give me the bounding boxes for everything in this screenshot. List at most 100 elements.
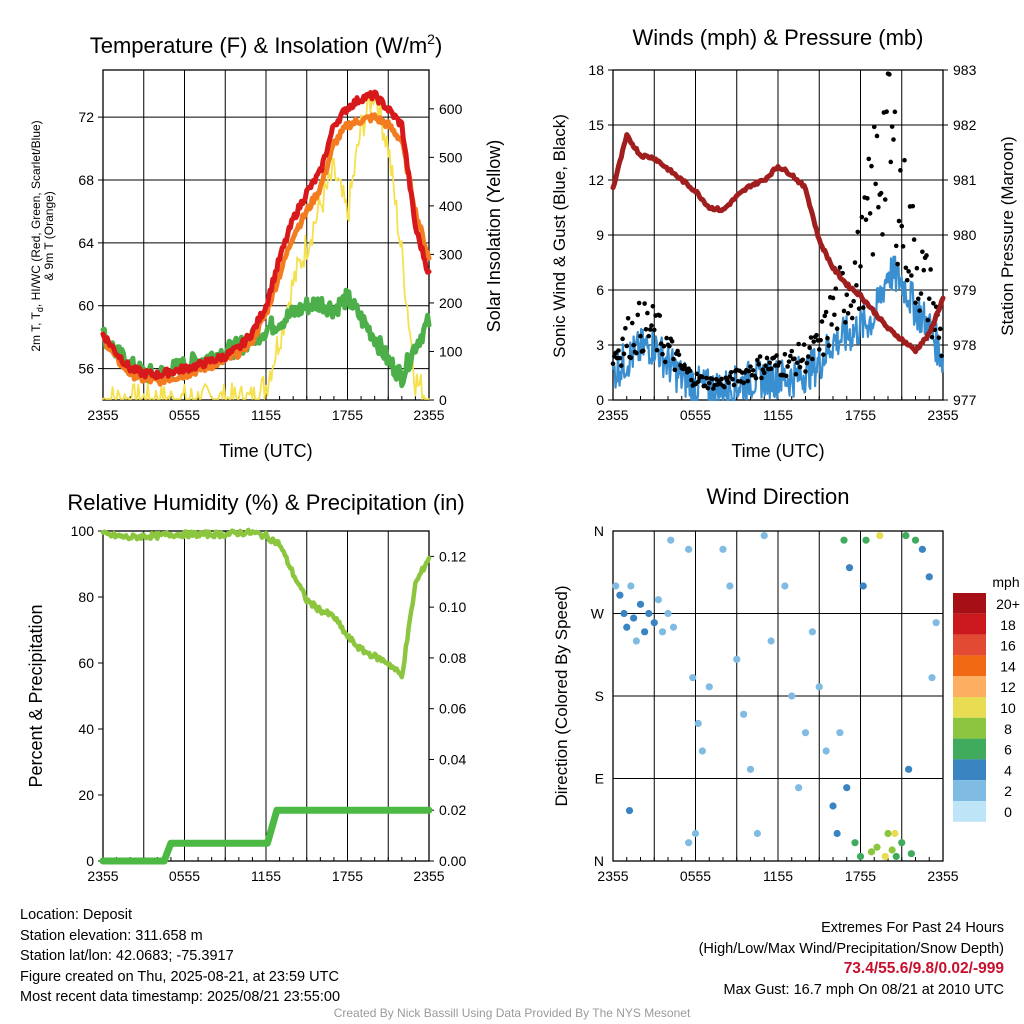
gust-point	[889, 124, 895, 129]
direction-point	[829, 802, 837, 810]
speed-legend: mph 20+ 18 16 14 12 10 8 6 4 2 0	[953, 574, 1020, 822]
gust-point	[845, 311, 851, 316]
direction-point	[705, 683, 713, 691]
direction-point	[630, 614, 638, 622]
wind-xtick-label: 2355	[597, 407, 628, 423]
direction-point	[843, 784, 851, 792]
created-text: Figure created on Thu, 2025-08-21, at 23…	[20, 968, 339, 985]
direction-point	[918, 545, 926, 553]
extremes-subtitle: (High/Low/Max Wind/Precipitation/Snow De…	[698, 940, 1004, 957]
direction-point	[888, 846, 896, 854]
gust-point	[755, 357, 760, 363]
rh-ytick-label: 80	[78, 589, 94, 605]
gust-point	[628, 355, 634, 361]
gust-point	[636, 300, 642, 306]
legend-label: 6	[1004, 742, 1012, 758]
gust-point	[786, 359, 792, 364]
gust-point	[793, 371, 799, 377]
humidity-panel: Relative Humidity (%) & Precipitation (i…	[26, 490, 466, 884]
pressure-y2tick-label: 983	[953, 62, 977, 78]
pressure-y2tick-label: 978	[953, 337, 977, 353]
direction-point	[833, 829, 841, 838]
gust-point	[783, 373, 789, 379]
gust-point	[904, 277, 910, 283]
winds-panel: Winds (mph) & Pressure (mb) 2355 0555 1155…	[550, 25, 1017, 461]
gust-point	[865, 196, 870, 201]
legend-swatch	[953, 759, 986, 781]
gust-point	[893, 243, 899, 249]
wind-ytick-label: 6	[596, 282, 604, 298]
direction-point	[726, 582, 734, 590]
direction-point	[815, 683, 823, 691]
temp-xtick-label: 2355	[87, 407, 118, 423]
temp-ytick-label: 56	[78, 361, 94, 377]
gust-point	[687, 368, 693, 374]
gust-point	[939, 353, 944, 359]
gust-point	[895, 261, 900, 267]
direction-point	[898, 839, 906, 847]
direction-point	[691, 829, 700, 838]
gust-point	[645, 310, 650, 316]
gust-point	[695, 379, 701, 384]
direction-point	[654, 596, 662, 604]
max-gust-text: Max Gust: 16.7 mph On 08/21 at 2010 UTC	[723, 981, 1004, 998]
gust-point	[719, 376, 724, 382]
gust-point	[803, 369, 808, 374]
humidity-title: Relative Humidity (%) & Precipitation (i…	[67, 490, 464, 515]
legend-swatch	[953, 593, 986, 614]
gust-point	[821, 352, 826, 357]
gust-point	[660, 351, 665, 357]
gust-point	[788, 353, 793, 359]
gust-point	[746, 368, 752, 374]
legend-swatch	[953, 655, 986, 677]
gust-point	[625, 315, 631, 321]
gust-point	[928, 267, 933, 272]
gust-point	[860, 305, 866, 310]
dir-xtick-label: 2355	[597, 868, 628, 884]
direction-point	[859, 582, 867, 590]
gust-point	[920, 249, 925, 255]
direction-point	[907, 850, 915, 858]
gust-point	[643, 327, 649, 332]
gust-point	[675, 348, 680, 354]
legend-label: 2	[1004, 783, 1012, 799]
precip-y2tick-label: 0.02	[439, 802, 466, 818]
gust-point	[937, 326, 943, 332]
gust-point	[856, 306, 862, 311]
gust-point	[855, 229, 861, 235]
gust-point	[848, 303, 854, 309]
rh-ytick-label: 60	[78, 655, 94, 671]
gust-point	[647, 327, 653, 332]
direction-point	[851, 839, 859, 847]
temperature-panel: Temperature (F) & Insolation (W/m2) 2355…	[29, 31, 504, 461]
gust-point	[910, 203, 916, 209]
gust-point	[662, 359, 668, 365]
dir-xtick-label: 0555	[680, 868, 711, 884]
pressure-line	[610, 132, 946, 355]
temp-xtick-label: 2355	[413, 407, 444, 423]
gust-point	[792, 356, 797, 362]
gust-point	[618, 363, 624, 368]
gust-point	[794, 360, 800, 366]
direction-point	[612, 582, 620, 590]
direction-ylabel-left: Direction (Colored By Speed)	[552, 585, 571, 806]
direction-point	[641, 628, 649, 636]
gust-point	[797, 364, 803, 370]
temperature-ylabel-right: Solar Insolation (Yellow)	[484, 140, 504, 332]
winds-xlabel: Time (UTC)	[731, 441, 824, 461]
gust-point	[917, 308, 922, 313]
wind-xtick-label: 2355	[927, 407, 958, 423]
gust-point	[672, 367, 678, 373]
precip-y2tick-label: 0.10	[439, 599, 466, 615]
insol-y2tick-label: 200	[439, 295, 463, 311]
direction-point	[623, 623, 631, 631]
direction-point	[884, 829, 892, 838]
gust-point	[616, 348, 621, 353]
gust-point	[899, 223, 905, 229]
gust-point	[617, 355, 623, 361]
gust-point	[650, 303, 656, 309]
gust-point	[878, 190, 884, 196]
gust-point	[777, 360, 782, 365]
gust-point	[888, 159, 894, 165]
gust-point	[902, 157, 907, 163]
